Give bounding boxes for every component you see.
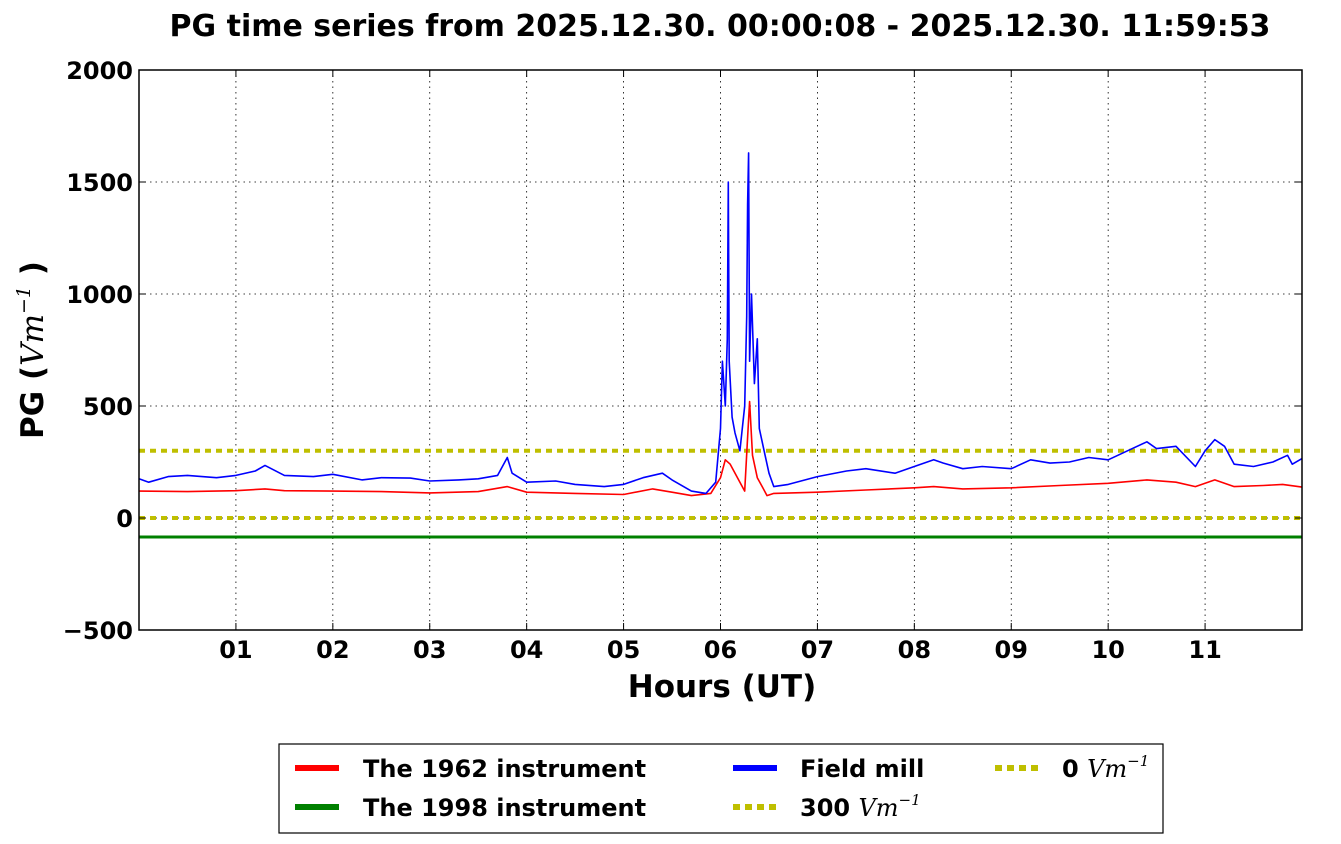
y-tick-label: 0	[116, 505, 133, 533]
series-line-0	[138, 400, 1303, 497]
chart-title: PG time series from 2025.12.30. 00:00:08…	[170, 9, 1271, 44]
x-tick-label: 11	[1188, 636, 1221, 664]
x-tick-label: 04	[510, 636, 543, 664]
legend-label-0: 0 Vm−1	[1062, 752, 1149, 783]
series-line-2	[138, 152, 1303, 495]
legend-label-300: 300 Vm−1	[800, 791, 921, 822]
y-tick-label: 1000	[66, 281, 133, 309]
y-axis-label-prefix: PG (	[15, 366, 51, 439]
x-tick-label: 06	[704, 636, 737, 664]
y-tick-label: 1500	[66, 169, 133, 197]
y-axis-label-exp: −1	[13, 286, 35, 314]
y-tick-label: 500	[83, 393, 133, 421]
y-axis-label-suffix: )	[15, 261, 51, 286]
axis-ticks: 01 02 03 04 05 06 07 08 09 10 11 −500 0 500 1000 1500 20…	[63, 57, 1302, 664]
x-tick-label: 05	[607, 636, 640, 664]
y-axis-label-unit: Vm	[15, 314, 51, 366]
legend-label-1998: The 1998 instrument	[363, 794, 646, 822]
x-tick-label: 09	[995, 636, 1028, 664]
legend-0-exp: −1	[1127, 752, 1149, 770]
legend: The 1962 instrument The 1998 instrument …	[278, 743, 1164, 834]
x-tick-label: 02	[316, 636, 349, 664]
x-tick-label: 03	[413, 636, 446, 664]
legend-0-prefix: 0	[1062, 755, 1087, 783]
x-axis-label: Hours (UT)	[628, 669, 817, 705]
legend-label-1962: The 1962 instrument	[363, 755, 646, 783]
x-tick-label: 10	[1091, 636, 1124, 664]
y-tick-label: −500	[63, 617, 133, 645]
legend-300-unit: Vm	[858, 794, 898, 822]
legend-label-field-mill: Field mill	[800, 755, 924, 783]
y-axis-label: PG (Vm−1 )	[13, 261, 51, 439]
x-tick-label: 07	[801, 636, 834, 664]
legend-300-exp: −1	[899, 791, 921, 809]
series-layer	[138, 152, 1303, 539]
x-tick-label: 01	[219, 636, 252, 664]
grid-lines	[139, 70, 1302, 630]
legend-0-unit: Vm	[1087, 755, 1127, 783]
x-tick-label: 08	[898, 636, 931, 664]
y-tick-label: 2000	[66, 57, 133, 85]
legend-box	[278, 743, 1164, 834]
legend-300-prefix: 300	[800, 794, 858, 822]
